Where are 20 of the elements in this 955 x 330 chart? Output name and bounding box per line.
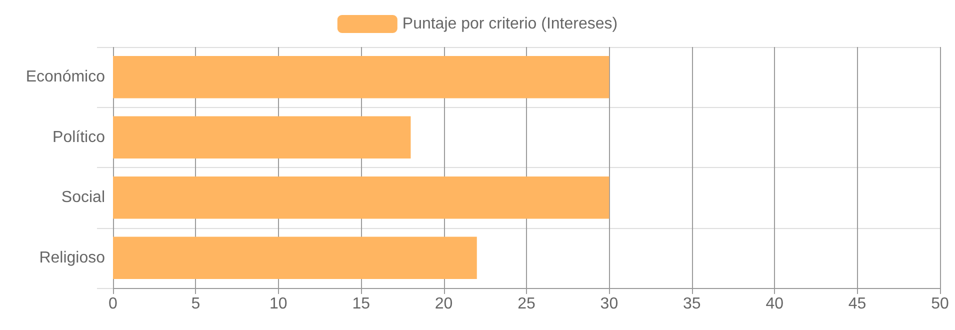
x-tick-label: 30 [600,296,618,312]
x-tick-label: 20 [434,296,453,312]
bar [113,116,411,158]
x-tick-label: 50 [931,296,949,312]
x-tick-label: 15 [352,296,370,312]
x-tick-label: 25 [518,296,536,312]
x-tick-label: 45 [848,296,866,312]
y-tick-label: Económico [26,68,106,86]
y-tick-label: Religioso [39,249,106,266]
x-tick-label: 40 [766,296,784,312]
legend-label: Puntaje por criterio (Intereses) [402,16,618,32]
x-tick-label: 0 [108,296,118,312]
bar [113,176,610,219]
x-tick-label: 5 [191,296,200,312]
x-tick-label: 10 [270,296,288,312]
y-tick-label: Social [61,189,105,206]
bar [113,236,477,279]
y-tick-label: Político [52,128,106,146]
bar [113,56,610,98]
x-tick-label: 35 [683,296,701,312]
